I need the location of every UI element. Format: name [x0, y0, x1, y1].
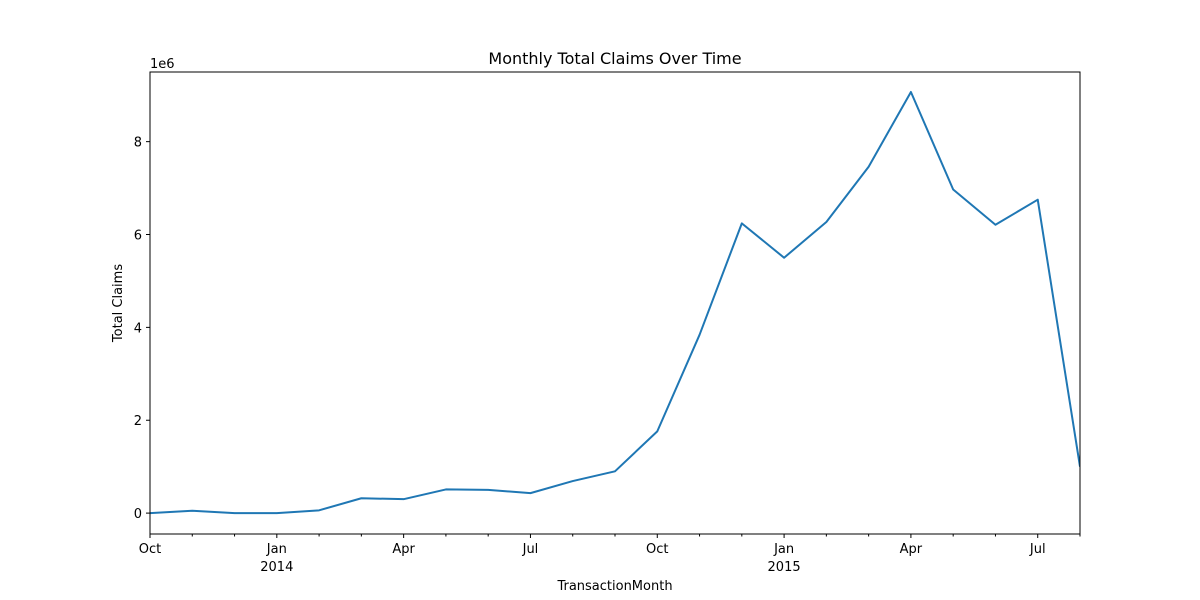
x-axis-label: TransactionMonth — [556, 579, 672, 594]
x-tick-year-label: 2014 — [260, 560, 293, 575]
plot-frame — [149, 71, 1081, 535]
x-tick-label: Jul — [1029, 542, 1046, 557]
y-tick-label: 4 — [134, 321, 142, 336]
chart-title: Monthly Total Claims Over Time — [488, 49, 741, 68]
series-line — [150, 90, 1080, 515]
x-tick-label: Apr — [900, 542, 923, 557]
y-axis-label: Total Claims — [111, 264, 126, 343]
x-tick-label: Jul — [522, 542, 539, 557]
x-tick-label: Oct — [139, 542, 161, 557]
y-scale-label: 1e6 — [150, 57, 175, 72]
plot-marks: 0 2 4 6 8 Oct Jan 2014 Apr Jul Oct Jan 2015 Apr Jul — [134, 90, 1081, 575]
y-tick-label: 2 — [134, 414, 142, 429]
y-tick-label: 8 — [134, 136, 142, 151]
x-tick-label: Apr — [392, 542, 415, 557]
x-tick-year-label: 2015 — [768, 560, 801, 575]
x-tick-label: Oct — [646, 542, 668, 557]
y-tick-label: 0 — [134, 507, 142, 522]
y-tick-label: 6 — [134, 229, 142, 244]
x-tick-label: Jan — [266, 542, 287, 557]
x-tick-label: Jan — [773, 542, 794, 557]
